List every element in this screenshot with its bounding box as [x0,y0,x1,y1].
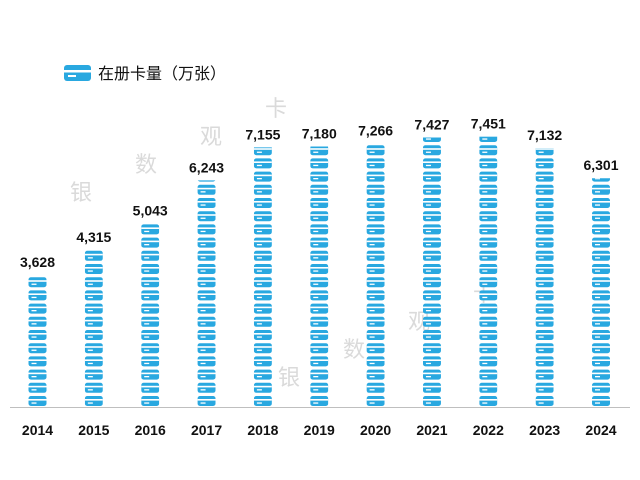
value-label-2022: 7,451 [471,116,506,132]
bar-2019 [310,146,329,406]
bar-2020 [366,145,385,406]
category-label-2018: 2018 [247,422,278,438]
bars [28,136,610,406]
bar-2014 [28,277,47,406]
watermark-char: 数 [135,153,157,178]
watermark-char: 观 [408,310,430,335]
value-label-2015: 4,315 [76,229,111,245]
watermark-char: 银 [278,366,300,391]
value-label-2020: 7,266 [358,122,393,138]
category-label-2021: 2021 [416,422,447,438]
value-label-2017: 6,243 [189,159,224,175]
value-labels: 3,628 4,315 5,043 6,243 7,155 7,180 7,266 7,427… [20,116,619,270]
legend: 在册卡量（万张） [64,64,226,83]
watermark-char: 观 [200,125,222,150]
watermark: 银数观卡银数观卡 [70,97,495,391]
legend-label: 在册卡量（万张） [98,64,226,83]
value-label-2016: 5,043 [133,203,168,219]
bar-2017 [197,180,216,406]
value-label-2023: 7,132 [527,127,562,143]
category-label-2019: 2019 [304,422,335,438]
watermark-char: 数 [343,338,365,363]
bar-2021 [422,137,441,406]
category-label-2020: 2020 [360,422,391,438]
bar-2015 [84,250,103,406]
category-label-2015: 2015 [78,422,109,438]
value-label-2024: 6,301 [583,157,618,173]
category-label-2022: 2022 [473,422,504,438]
value-label-2021: 7,427 [414,117,449,133]
category-label-2016: 2016 [135,422,166,438]
bar-2018 [253,147,272,406]
watermark-char: 卡 [265,97,287,122]
watermark-char: 银 [70,181,92,206]
category-label-2024: 2024 [585,422,616,438]
bar-2023 [535,148,554,406]
bar-2024 [592,178,610,406]
bar-2016 [141,224,160,406]
bar-2022 [479,136,498,406]
category-label-2023: 2023 [529,422,560,438]
card-icon [64,65,91,81]
value-label-2018: 7,155 [245,126,280,142]
value-label-2014: 3,628 [20,254,55,270]
category-labels: 2014 2015 2016 2017 2018 2019 2020 2021 2022 2023… [22,422,617,438]
category-label-2014: 2014 [22,422,53,438]
value-label-2019: 7,180 [302,125,337,141]
category-label-2017: 2017 [191,422,222,438]
